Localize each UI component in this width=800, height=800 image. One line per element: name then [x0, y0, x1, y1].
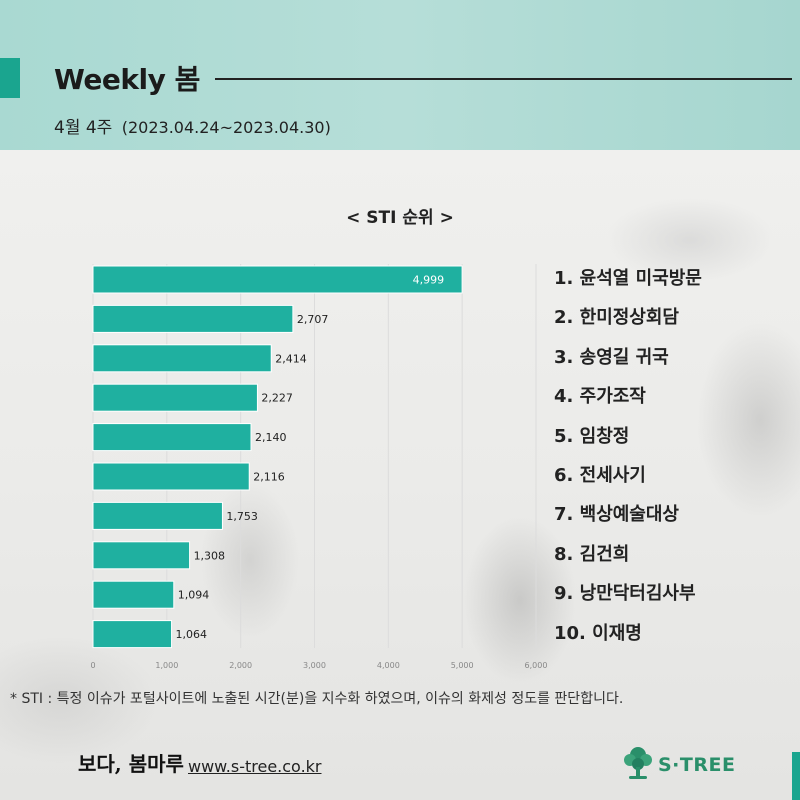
header-band — [0, 0, 800, 150]
data-label: 1,064 — [176, 628, 208, 641]
corner-accent — [792, 752, 800, 800]
date-range: (2023.04.24~2023.04.30) — [121, 118, 331, 137]
x-tick-label: 5,000 — [451, 661, 474, 670]
bar — [92, 344, 272, 373]
ranking-item: 2. 한미정상회담 — [554, 307, 679, 329]
data-label: 2,140 — [255, 431, 287, 444]
data-label: 4,999 — [413, 274, 445, 287]
tree-icon — [624, 747, 652, 779]
ranking-item: 10. 이재명 — [554, 622, 642, 644]
ranking-item: 1. 윤석열 미국방문 — [554, 268, 702, 289]
chart-title: < STI 순위 > — [346, 208, 454, 228]
bar — [92, 383, 258, 412]
page-title: Weekly 봄 — [54, 63, 200, 96]
x-tick-label: 2,000 — [229, 661, 252, 670]
data-label: 2,227 — [261, 392, 293, 405]
company-logo: S·TREE — [622, 745, 742, 785]
data-label: 1,308 — [194, 549, 226, 562]
x-tick-label: 6,000 — [525, 661, 548, 670]
x-tick-label: 1,000 — [155, 661, 178, 670]
footnote: * STI : 특정 이슈가 포털사이트에 노출된 시간(분)을 지수화 하였으… — [10, 691, 624, 707]
ranking-item: 4. 주가조작 — [554, 386, 646, 408]
ranking-item: 6. 전세사기 — [554, 464, 646, 486]
x-tick-label: 0 — [90, 661, 95, 670]
bar — [92, 501, 223, 530]
data-label: 2,116 — [253, 471, 284, 484]
week-info: 4월 4주 (2023.04.24~2023.04.30) — [54, 113, 331, 138]
ranking-item: 3. 송영길 귀국 — [554, 346, 669, 368]
bar — [92, 423, 252, 452]
x-tick-label: 4,000 — [377, 661, 400, 670]
ranking-item: 9. 낭만닥터김사부 — [554, 583, 696, 605]
data-label: 1,753 — [226, 510, 258, 523]
title-divider — [215, 78, 792, 80]
bar — [92, 541, 191, 570]
x-tick-label: 3,000 — [303, 661, 326, 670]
signature: 보다, 봄마루 — [78, 752, 184, 776]
data-label: 2,707 — [297, 313, 329, 326]
ranking-list: 1. 윤석열 미국방문 2. 한미정상회담 3. 송영길 귀국 4. 주가조작 5. 임… — [554, 265, 702, 659]
logo-text: S·TREE — [658, 754, 736, 776]
ranking-item: 8. 김건희 — [554, 543, 630, 565]
sti-bar-chart: 0 1,000 2,000 3,000 4,000 5,000 6,000 4,999 2,70… — [90, 264, 548, 670]
ranking-item: 7. 백상예술대상 — [554, 504, 679, 526]
bar — [92, 304, 294, 333]
bar — [92, 265, 463, 294]
bar — [92, 462, 250, 491]
week-label: 4월 4주 — [54, 118, 113, 138]
website-link[interactable]: www.s-tree.co.kr — [188, 757, 322, 776]
bar — [92, 620, 173, 649]
data-label: 2,414 — [275, 352, 307, 365]
bar — [92, 580, 175, 609]
ranking-item: 5. 임창정 — [554, 425, 630, 447]
data-label: 1,094 — [178, 589, 210, 602]
header-accent-bar — [0, 58, 20, 98]
